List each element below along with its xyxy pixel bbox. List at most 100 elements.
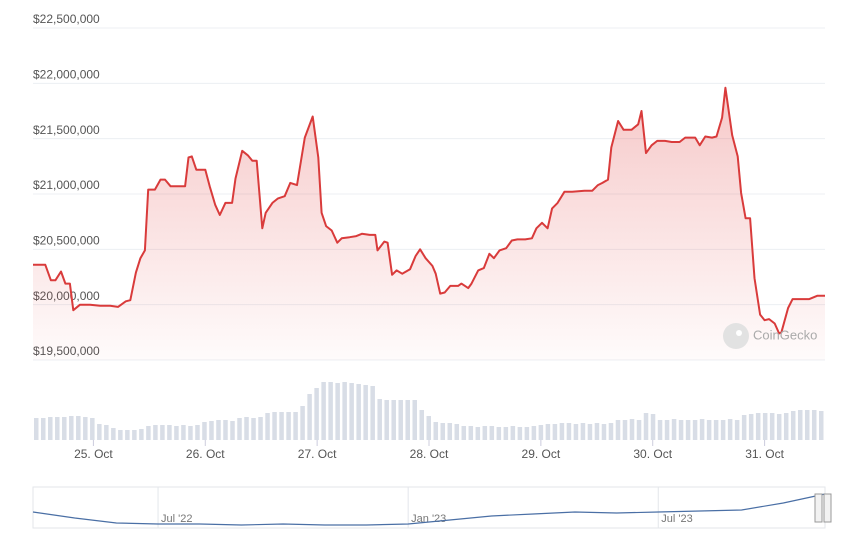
volume-bar	[286, 412, 291, 440]
navigator-handle	[823, 493, 832, 523]
volume-bar	[552, 424, 558, 440]
y-tick-label: $22,000,000	[33, 68, 100, 82]
volume-bar	[461, 426, 467, 440]
volume-bar	[713, 420, 719, 440]
volume-bar	[405, 400, 410, 440]
volume-bar	[741, 415, 747, 440]
navigator-label: Jan '23	[411, 513, 446, 525]
x-tick-label: 30. Oct	[633, 447, 672, 461]
volume-bar	[230, 421, 235, 440]
volume-bar	[762, 413, 768, 440]
volume-bar	[706, 420, 712, 440]
volume-bar	[615, 420, 621, 440]
volume-bar	[622, 420, 628, 440]
volume-bar	[356, 384, 361, 440]
y-tick-label: $21,000,000	[33, 178, 100, 192]
navigator-line	[32, 493, 826, 526]
volume-bar	[727, 419, 733, 440]
volume-bar	[342, 382, 347, 440]
x-tick-label: 27. Oct	[298, 447, 337, 461]
price-area	[33, 87, 825, 361]
volume-bar	[720, 420, 726, 440]
volume-bar	[755, 413, 761, 440]
volume-bar	[174, 426, 179, 440]
volume-bar	[419, 410, 424, 440]
navigator-frame	[32, 486, 826, 529]
volume-bar	[251, 418, 256, 440]
x-tick-label: 26. Oct	[186, 447, 225, 461]
volume-bar	[76, 416, 81, 440]
volume-bar	[559, 423, 565, 440]
volume-bar	[426, 416, 432, 440]
volume-bar	[167, 425, 172, 440]
volume-bar	[398, 400, 403, 440]
watermark-logo	[723, 323, 749, 349]
watermark-eye	[736, 330, 742, 336]
volume-bar	[636, 420, 642, 440]
volume-bar	[783, 413, 789, 440]
volume-bar	[538, 425, 544, 440]
volume-bar	[307, 394, 312, 440]
navigator-label: Jul '22	[161, 513, 192, 525]
volume-bar	[608, 423, 614, 440]
volume-bar	[573, 424, 579, 440]
volume-bar	[475, 427, 481, 440]
volume-bar	[384, 400, 389, 440]
volume-bar	[62, 417, 67, 440]
volume-bar	[118, 430, 123, 440]
volume-bar	[237, 418, 242, 440]
volume-bar	[146, 426, 151, 440]
volume-bar	[97, 424, 102, 440]
volume-bar	[48, 417, 53, 440]
volume-bar	[223, 420, 228, 440]
volume-bar	[517, 427, 523, 440]
volume-bar	[769, 413, 775, 440]
volume-bar	[321, 382, 326, 440]
volume-bar	[391, 400, 396, 440]
volume-bar	[83, 417, 88, 440]
volume-bar	[531, 426, 537, 440]
watermark-text: CoinGecko	[753, 327, 817, 342]
y-tick-label: $20,500,000	[33, 234, 100, 248]
volume-bar	[272, 412, 277, 440]
volume-bar	[594, 423, 600, 440]
x-tick-label: 28. Oct	[410, 447, 449, 461]
volume-bar	[496, 427, 502, 440]
volume-bar	[41, 418, 46, 440]
volume-bar	[111, 428, 116, 440]
volume-bar	[482, 426, 488, 440]
volume-bar	[412, 400, 417, 440]
volume-bar	[139, 429, 144, 440]
volume-bar	[671, 419, 677, 440]
volume-bar	[678, 420, 684, 440]
x-tick-label: 31. Oct	[745, 447, 784, 461]
volume-bar	[202, 422, 207, 440]
volume-bar	[370, 386, 375, 440]
volume-bar	[468, 426, 474, 440]
volume-bar	[447, 423, 453, 440]
volume-bar	[503, 427, 509, 440]
x-tick-label: 29. Oct	[522, 447, 561, 461]
volume-bar	[545, 424, 551, 440]
volume-bar	[181, 425, 186, 440]
volume-bar	[664, 420, 670, 440]
volume-bar	[125, 430, 130, 440]
volume-bar	[734, 420, 740, 440]
volume-bar	[580, 423, 586, 440]
volume-bar	[685, 420, 691, 440]
volume-bar	[440, 423, 446, 440]
volume-bar	[587, 424, 593, 440]
volume-bar	[300, 406, 305, 440]
volume-bar	[699, 419, 705, 440]
x-tick-label: 25. Oct	[74, 447, 113, 461]
volume-bar	[328, 382, 333, 440]
volume-bar	[804, 410, 810, 440]
volume-bar	[349, 383, 354, 440]
volume-chart	[34, 382, 824, 440]
volume-bar	[104, 425, 109, 440]
volume-bar	[132, 430, 137, 440]
volume-bar	[335, 383, 340, 440]
volume-bar	[650, 414, 656, 440]
volume-bar	[797, 410, 803, 440]
